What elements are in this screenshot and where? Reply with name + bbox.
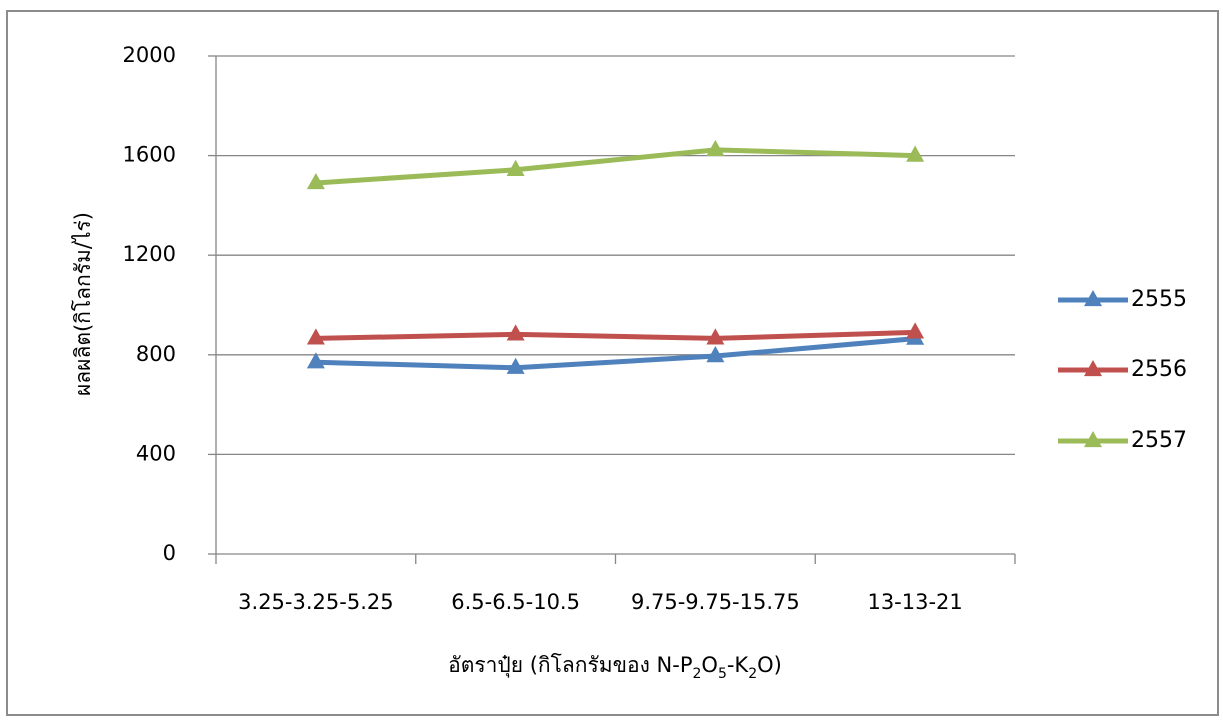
data-point <box>706 346 725 363</box>
data-point <box>506 159 525 176</box>
y-tick-label: 400 <box>136 441 176 465</box>
x-tick-label: 6.5-6.5-10.5 <box>451 590 580 614</box>
x-axis-title-mid-1: O <box>701 653 718 677</box>
x-axis-title-sub-2: 5 <box>718 666 727 682</box>
series-layer <box>306 139 925 374</box>
x-axis-title-sub-1: 2 <box>692 666 701 682</box>
data-point <box>706 139 725 157</box>
series-2556 <box>306 322 925 345</box>
legend-swatch-marker <box>1084 430 1102 448</box>
series-line-2556 <box>313 329 918 341</box>
series-2555 <box>306 328 925 374</box>
x-tick-label: 9.75-9.75-15.75 <box>631 590 800 614</box>
x-axis-title-mid-2: -K <box>727 653 750 677</box>
legend-item-2555: 2555 <box>1058 287 1187 312</box>
series-2557 <box>306 139 925 190</box>
y-tick-label: 800 <box>136 342 176 366</box>
legend-swatch-marker <box>1084 359 1102 377</box>
data-point <box>306 328 325 345</box>
data-point <box>306 172 325 190</box>
legend-swatch-marker <box>1084 289 1102 307</box>
y-tick-label: 0 <box>163 541 176 565</box>
x-axis-title-sub-3: 2 <box>748 666 757 682</box>
legend-label: 2556 <box>1131 357 1187 382</box>
legend: 2555 2556 2557 <box>1058 287 1187 453</box>
series-line-2557 <box>313 147 918 186</box>
y-tick-label: 2000 <box>123 43 176 67</box>
data-point <box>506 357 525 374</box>
legend-label: 2557 <box>1131 428 1187 453</box>
axis-layer: 0 400 800 1200 1600 2000 3.25-3.25-5.25 6.5-6.5… <box>123 43 1016 614</box>
x-axis-title: อัตราปุ๋ย (กิโลกรัมของ N-P2O5-K2O) <box>448 653 782 682</box>
y-tick-label: 1200 <box>123 242 176 266</box>
series-line-2555 <box>313 336 918 371</box>
y-tick-label: 1600 <box>123 143 176 167</box>
data-point <box>306 352 325 369</box>
legend-item-2556: 2556 <box>1058 357 1187 382</box>
x-axis-title-prefix: อัตราปุ๋ย (กิโลกรัมของ N-P <box>448 653 692 678</box>
data-point <box>906 322 925 339</box>
legend-label: 2555 <box>1131 287 1187 312</box>
legend-item-2557: 2557 <box>1058 428 1187 453</box>
x-axis-title-suffix: O) <box>757 653 782 677</box>
data-point <box>706 328 725 345</box>
data-point <box>906 145 925 162</box>
grid-layer <box>216 55 1015 456</box>
x-tick-label: 3.25-3.25-5.25 <box>238 590 393 614</box>
y-axis-title: ผลผลิต(กิโลกรัม/ไร่) <box>71 212 95 396</box>
x-tick-label: 13-13-21 <box>867 590 962 614</box>
data-point <box>506 324 525 341</box>
